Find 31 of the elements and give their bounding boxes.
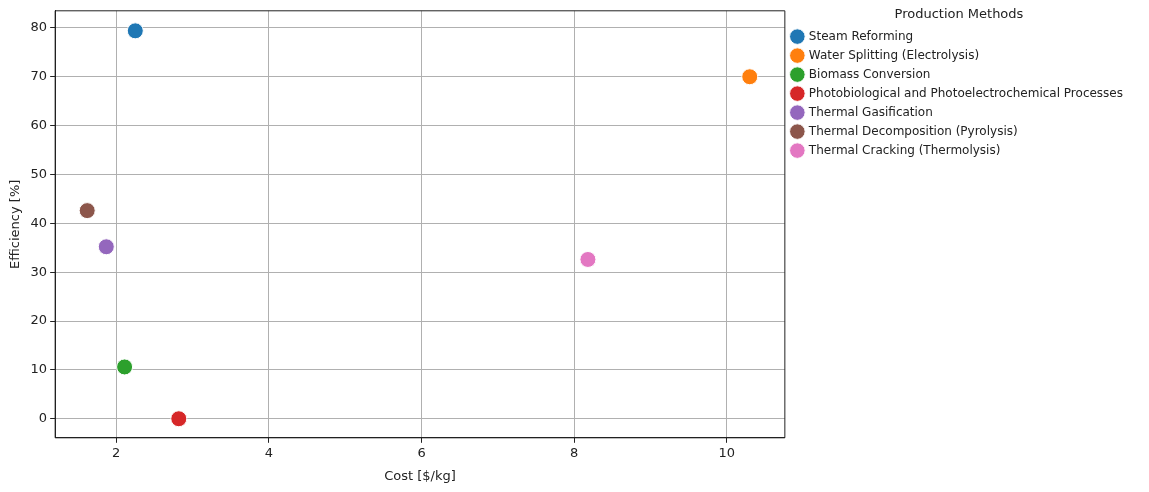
legend-label: Photobiological and Photoelectrochemical Processes — [808, 85, 1124, 100]
legend-label: Biomass Conversion — [808, 66, 931, 81]
point — [97, 238, 115, 256]
legend-label: Thermal Gasification — [807, 104, 933, 119]
x-tick-label: 8 — [570, 444, 579, 460]
point — [126, 22, 144, 40]
x-tick-label: 6 — [417, 444, 426, 460]
point — [170, 410, 188, 428]
legend-label: Thermal Decomposition (Pyrolysis) — [807, 123, 1018, 138]
legend-label: Thermal Cracking (Thermolysis) — [807, 142, 1001, 157]
y-axis-title: Efficiency [%] — [7, 179, 23, 269]
point — [116, 358, 134, 376]
y-tick-label: 60 — [30, 116, 48, 132]
x-tick-label: 2 — [112, 444, 121, 460]
y-tick-label: 50 — [30, 165, 48, 181]
point — [78, 202, 96, 220]
x-tick-label: 10 — [718, 444, 736, 460]
point — [579, 250, 597, 268]
x-tick-label: 4 — [264, 444, 273, 460]
y-tick-label: 20 — [30, 312, 48, 328]
y-tick-label: 10 — [30, 361, 48, 377]
y-tick-label: 0 — [38, 410, 48, 426]
y-tick-label: 40 — [30, 214, 48, 230]
legend-label: Water Splitting (Electrolysis) — [808, 47, 980, 62]
y-tick-label: 80 — [30, 19, 48, 35]
y-tick-label: 70 — [30, 68, 48, 84]
legend-title: Production Methods — [894, 5, 1024, 21]
y-tick-label: 30 — [30, 263, 48, 279]
point — [741, 68, 759, 86]
x-axis-title: Cost [$/kg] — [384, 467, 456, 483]
legend-label: Steam Reforming — [808, 28, 914, 43]
